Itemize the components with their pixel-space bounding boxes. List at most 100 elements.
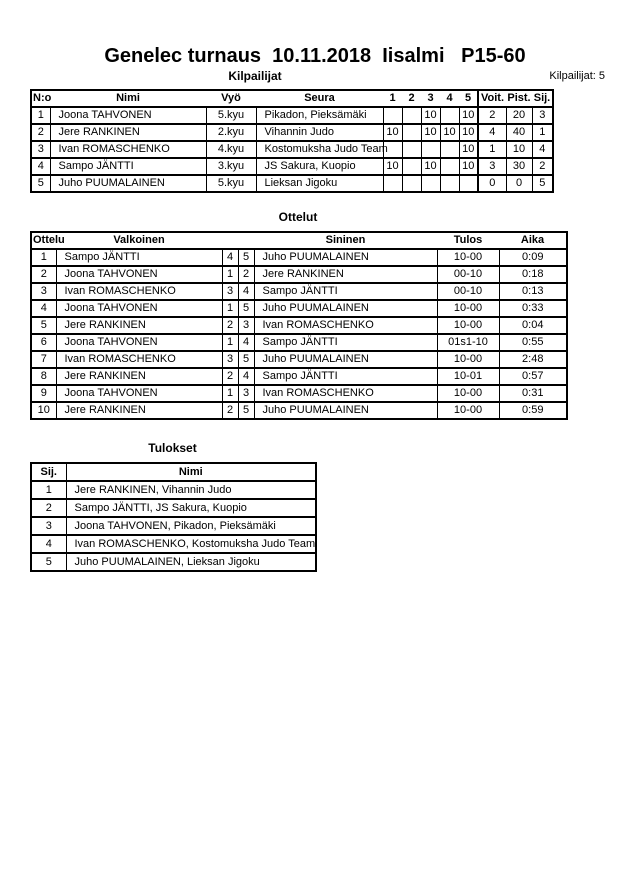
tulokset-table: Sij. Nimi 1 Jere RANKINEN, Vihannin Judo 2… [30, 462, 317, 572]
points: 30 [505, 157, 533, 176]
match-result: 10-00 [436, 316, 500, 335]
result-vs-2 [401, 140, 422, 159]
ottelut-table: Ottelu Valkoinen Sininen Tulos Aika 1 Sam… [30, 231, 568, 420]
column-header-vyo: Vyö [206, 89, 256, 108]
final-placement: 3 [30, 516, 67, 536]
column-header-aika: Aika [499, 231, 567, 250]
blue-player-number: 5 [237, 401, 255, 420]
column-header-no: N:o [31, 89, 51, 108]
blue-player-number: 2 [237, 265, 255, 284]
placement: 4 [531, 140, 554, 159]
match-result: 10-00 [436, 350, 500, 369]
column-header-pist: Pist. [506, 89, 532, 108]
competitors-count: Kilpailijat: 5 [549, 70, 605, 82]
white-player-name: Jere RANKINEN [55, 367, 223, 386]
column-header-sininen: Sininen [254, 231, 437, 250]
blue-player-name: Sampo JÄNTTI [253, 333, 438, 352]
match-number: 1 [30, 248, 57, 267]
blue-player-name: Juho PUUMALAINEN [253, 299, 438, 318]
match-time: 0:33 [498, 299, 568, 318]
result-vs-5: 10 [458, 106, 479, 125]
blue-player-number: 5 [237, 350, 255, 369]
placement: 3 [531, 106, 554, 125]
wins: 3 [477, 157, 507, 176]
match-time: 0:13 [498, 282, 568, 301]
white-player-name: Ivan ROMASCHENKO [55, 350, 223, 369]
match-number: 3 [30, 282, 57, 301]
table-row: 5 Jere RANKINEN 2 3 Ivan ROMASCHENKO 10-00 0:0… [30, 316, 568, 335]
competitor-name: Ivan ROMASCHENKO [49, 140, 207, 159]
blue-player-number: 4 [237, 282, 255, 301]
column-header-valkoinen: Valkoinen [56, 231, 222, 250]
match-result: 01s1-10 [436, 333, 500, 352]
placement: 5 [531, 174, 554, 193]
blue-player-name: Sampo JÄNTTI [253, 367, 438, 386]
result-vs-1: 10 [382, 157, 403, 176]
kilpailijat-heading: Kilpailijat [228, 69, 282, 83]
result-vs-1 [382, 174, 403, 193]
result-vs-3 [420, 174, 441, 193]
kilpailijat-table: N:o Nimi Vyö Seura 1 2 3 4 5 Voit. Pist.… [30, 89, 554, 193]
table-row: 8 Jere RANKINEN 2 4 Sampo JÄNTTI 10-01 0:57 [30, 367, 568, 386]
competitor-club: Vihannin Judo [255, 123, 384, 142]
final-competitor-name: Sampo JÄNTTI, JS Sakura, Kuopio [65, 498, 317, 518]
white-player-number: 3 [221, 282, 239, 301]
competitor-number: 4 [30, 157, 51, 176]
competitor-club: Pikadon, Pieksämäki [255, 106, 384, 125]
white-player-name: Joona TAHVONEN [55, 299, 223, 318]
competitor-number: 1 [30, 106, 51, 125]
match-number: 6 [30, 333, 57, 352]
match-time: 0:59 [498, 401, 568, 420]
match-result: 10-01 [436, 367, 500, 386]
competitor-belt: 5.kyu [205, 174, 257, 193]
final-placement: 2 [30, 498, 67, 518]
result-vs-1: 10 [382, 123, 403, 142]
white-player-number: 1 [221, 384, 239, 403]
table-row: 5 Juho PUUMALAINEN 5.kyu Lieksan Jigoku 0 0 5 [30, 174, 554, 193]
competitor-name: Sampo JÄNTTI [49, 157, 207, 176]
match-time: 0:55 [498, 333, 568, 352]
points: 40 [505, 123, 533, 142]
table-row: 1 Jere RANKINEN, Vihannin Judo [30, 480, 317, 500]
result-vs-5 [458, 174, 479, 193]
blue-player-name: Juho PUUMALAINEN [253, 248, 438, 267]
white-player-number: 1 [221, 333, 239, 352]
competitor-name: Joona TAHVONEN [49, 106, 207, 125]
column-header-2: 2 [402, 89, 421, 108]
table-row: 3 Joona TAHVONEN, Pikadon, Pieksämäki [30, 516, 317, 536]
competitor-club: Kostomuksha Judo Team [255, 140, 388, 159]
result-vs-4: 10 [439, 123, 460, 142]
wins: 4 [477, 123, 507, 142]
column-header-nimi: Nimi [50, 89, 206, 108]
result-vs-3: 10 [420, 123, 441, 142]
competitor-belt: 2.kyu [205, 123, 257, 142]
match-number: 7 [30, 350, 57, 369]
column-header-tulos: Tulos [437, 231, 499, 250]
column-header-seura: Seura [256, 89, 383, 108]
column-header-numbers-spacer [222, 231, 254, 250]
points: 20 [505, 106, 533, 125]
competitor-belt: 4.kyu [205, 140, 257, 159]
final-competitor-name: Joona TAHVONEN, Pikadon, Pieksämäki [65, 516, 317, 536]
result-vs-5: 10 [458, 157, 479, 176]
match-time: 2:48 [498, 350, 568, 369]
match-number: 10 [30, 401, 57, 420]
match-number: 9 [30, 384, 57, 403]
table-row: 4 Ivan ROMASCHENKO, Kostomuksha Judo Team [30, 534, 317, 554]
table-row: 5 Juho PUUMALAINEN, Lieksan Jigoku [30, 552, 317, 572]
table-row: 7 Ivan ROMASCHENKO 3 5 Juho PUUMALAINEN 10-00… [30, 350, 568, 369]
blue-player-name: Sampo JÄNTTI [253, 282, 438, 301]
match-result: 10-00 [436, 401, 500, 420]
match-result: 10-00 [436, 248, 500, 267]
final-competitor-name: Ivan ROMASCHENKO, Kostomuksha Judo Team [65, 534, 317, 554]
result-vs-2 [401, 157, 422, 176]
final-competitor-name: Jere RANKINEN, Vihannin Judo [65, 480, 317, 500]
result-vs-4 [439, 140, 460, 159]
result-vs-4 [439, 157, 460, 176]
final-placement: 1 [30, 480, 67, 500]
competitor-name: Juho PUUMALAINEN [49, 174, 207, 193]
match-number: 5 [30, 316, 57, 335]
white-player-name: Joona TAHVONEN [55, 333, 223, 352]
result-vs-3: 10 [420, 106, 441, 125]
